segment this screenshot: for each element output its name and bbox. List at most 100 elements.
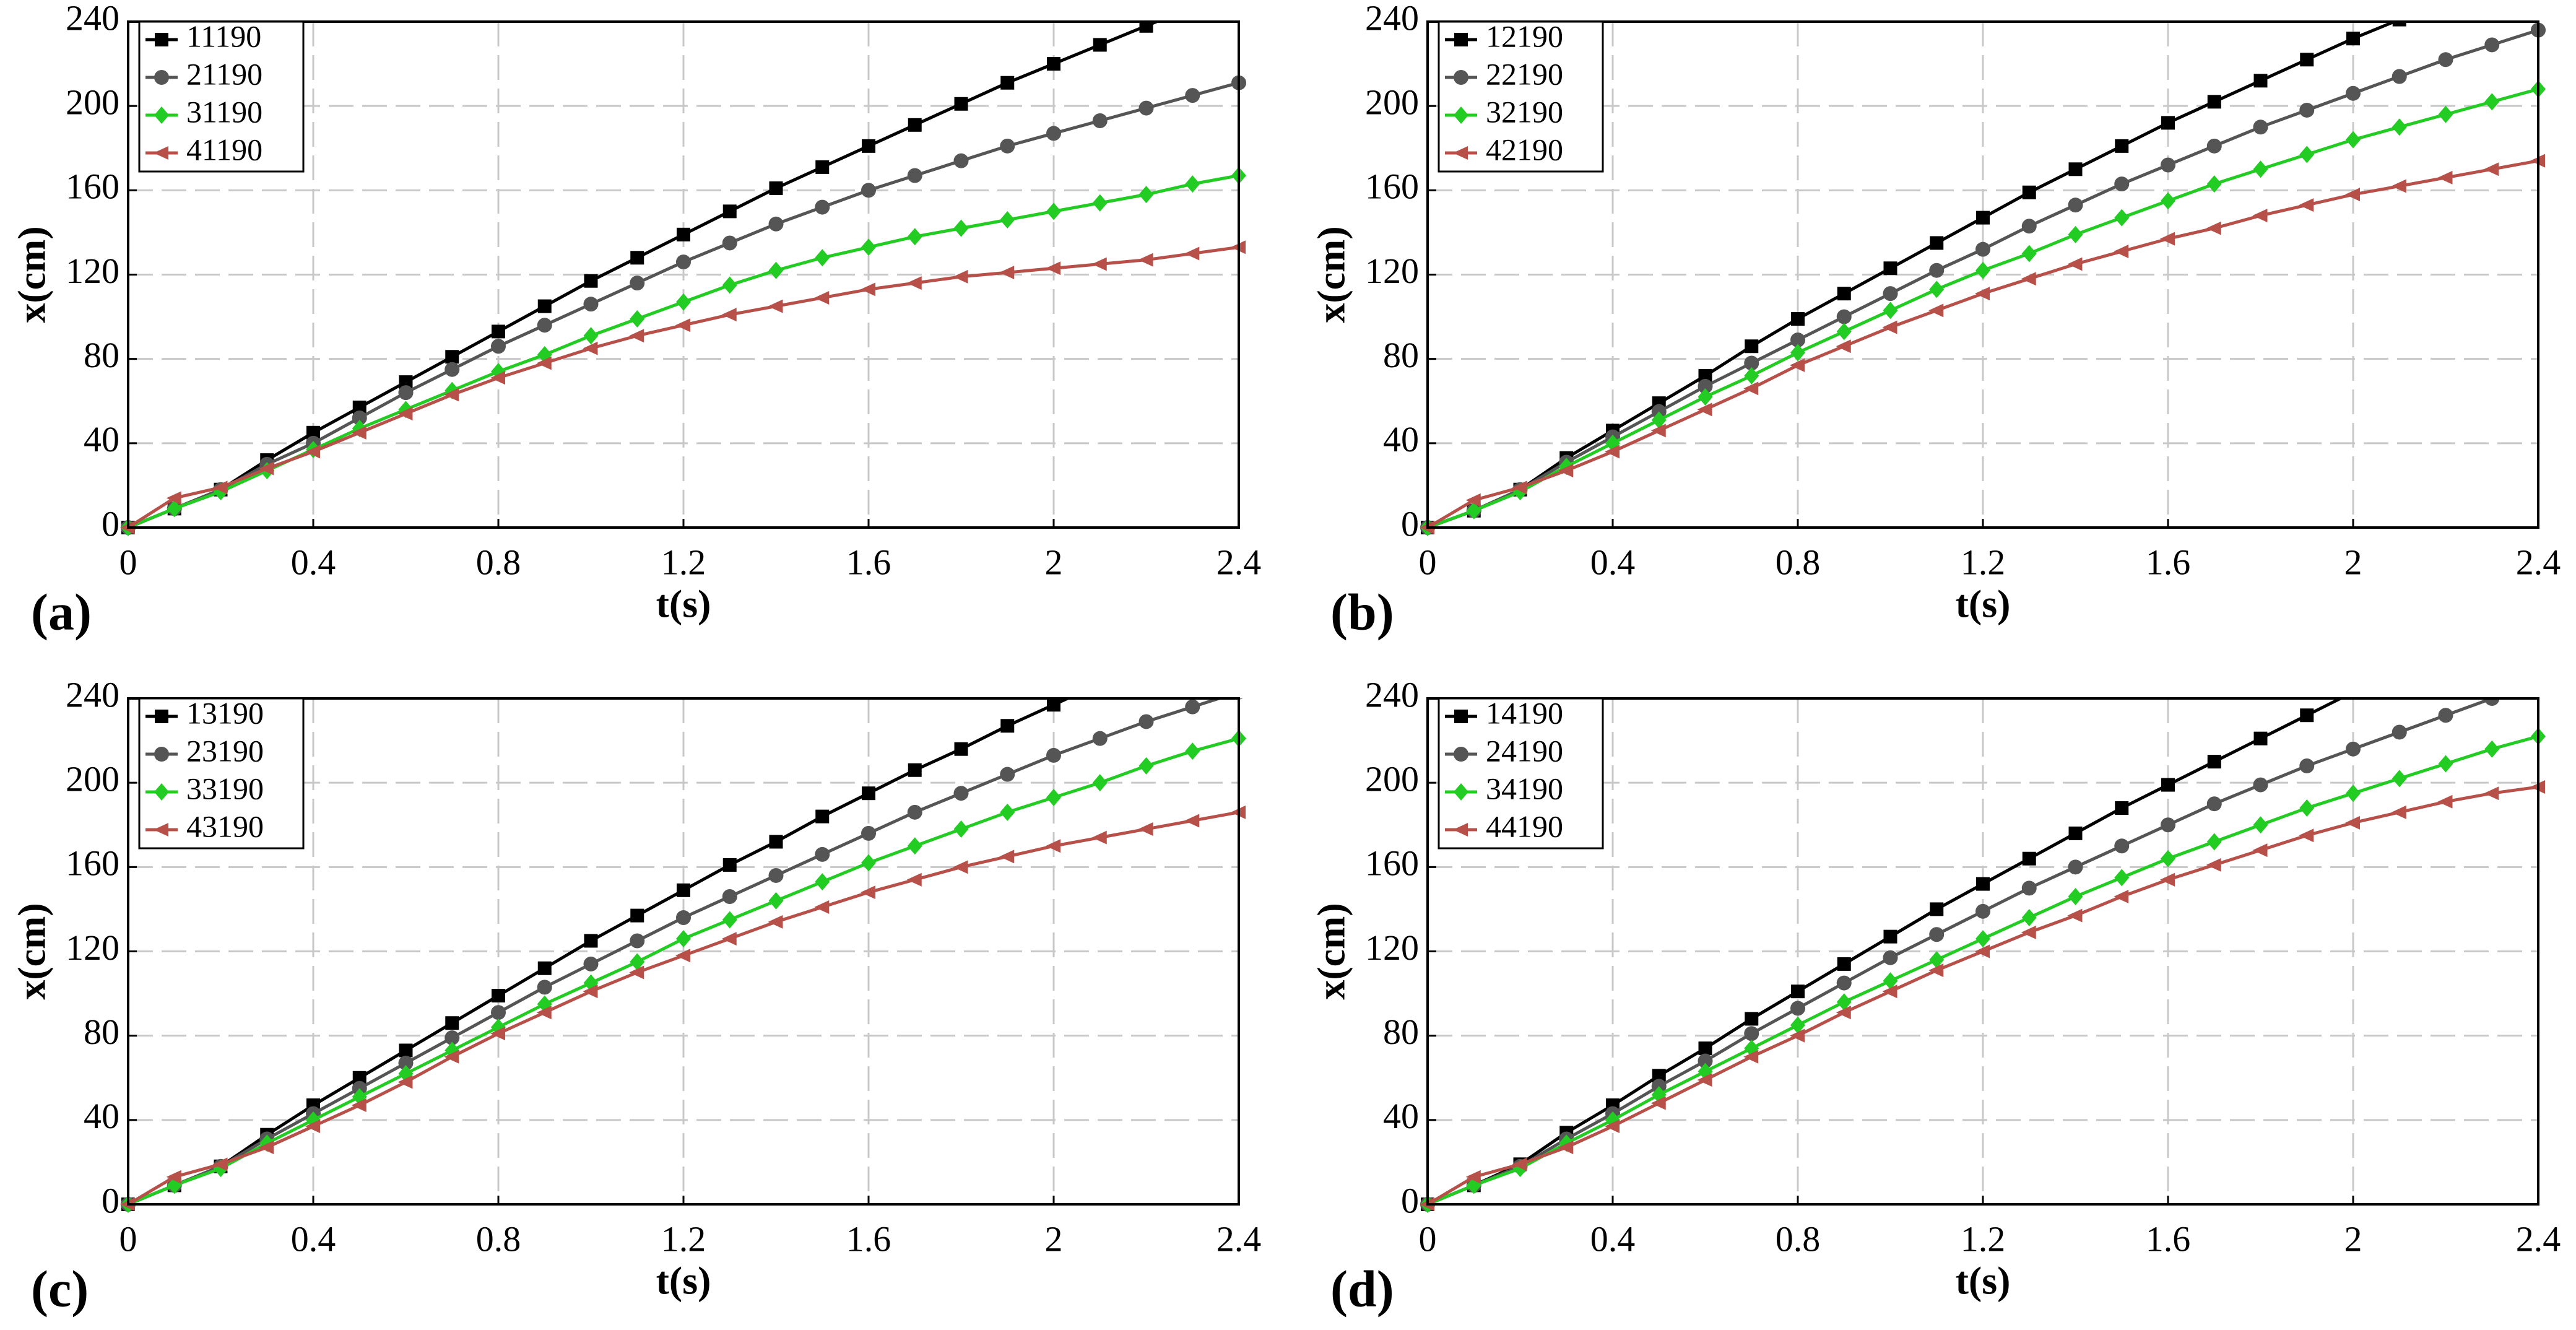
marker: [1698, 368, 1712, 383]
marker: [1883, 929, 1897, 944]
marker: [1184, 814, 1200, 828]
marker: [2114, 245, 2129, 259]
marker: [2161, 778, 2175, 792]
x-tick-label: 2.4: [1216, 1219, 1262, 1259]
x-tick-label: 0.8: [1776, 1219, 1821, 1259]
marker: [2021, 219, 2037, 234]
marker: [2206, 221, 2221, 235]
y-tick-label: 40: [84, 419, 119, 459]
marker: [1091, 257, 1107, 271]
marker: [768, 915, 783, 929]
marker: [1138, 714, 1154, 729]
marker: [1465, 1170, 1481, 1184]
marker: [1698, 378, 1713, 394]
marker: [2345, 188, 2360, 202]
marker: [1790, 1016, 1805, 1034]
y-tick-label: 80: [84, 1012, 119, 1052]
marker: [1046, 261, 1060, 276]
legend-label: 32190: [1486, 94, 1563, 129]
marker: [1138, 100, 1154, 116]
legend-marker: [1453, 146, 1468, 160]
marker: [1836, 323, 1852, 341]
marker: [1883, 972, 1898, 990]
marker: [1745, 1012, 1759, 1026]
x-tick-label: 0.8: [476, 542, 521, 582]
panel: 0 0.4 0.8 1.2 1.6 2 2.4 0 40 80 120 160 200 240 141902…: [1309, 674, 2561, 1318]
marker: [1975, 287, 1990, 301]
marker: [1232, 614, 1246, 627]
marker: [2484, 93, 2500, 111]
marker: [675, 949, 690, 963]
marker: [630, 276, 645, 291]
panel-label: (b): [1330, 583, 1394, 641]
x-tick-label: 2: [1045, 542, 1063, 582]
marker: [1883, 286, 1898, 302]
marker: [907, 837, 922, 855]
marker: [1046, 839, 1060, 853]
marker: [676, 910, 691, 926]
legend-label: 43190: [186, 809, 264, 843]
marker: [1138, 822, 1153, 837]
x-tick-label: 0.8: [476, 1219, 521, 1259]
marker: [2299, 828, 2314, 843]
marker: [444, 388, 459, 402]
marker: [768, 216, 784, 232]
y-tick-label: 240: [66, 0, 119, 38]
y-tick-label: 80: [84, 335, 119, 375]
y-tick-label: 160: [66, 843, 119, 884]
marker: [954, 97, 968, 111]
axes-frame: [1426, 697, 2539, 1206]
marker: [675, 318, 690, 332]
marker: [1650, 1096, 1666, 1110]
marker: [583, 327, 599, 345]
marker: [999, 850, 1015, 864]
marker: [2022, 185, 2036, 199]
marker: [629, 965, 644, 980]
marker: [1092, 731, 1108, 746]
marker: [2439, 0, 2453, 7]
legend-box: [138, 697, 305, 850]
marker: [769, 181, 783, 195]
panel: 0 0.4 0.8 1.2 1.6 2 2.4 0 40 80 120 160 200 240 121902…: [1309, 0, 2561, 641]
marker: [861, 183, 876, 198]
marker: [1184, 246, 1200, 261]
marker: [1836, 975, 1852, 991]
marker: [2437, 794, 2453, 809]
marker: [2114, 889, 2129, 903]
marker: [677, 227, 690, 241]
marker: [2021, 925, 2036, 939]
marker: [1930, 236, 1944, 250]
marker: [583, 341, 598, 355]
marker: [861, 854, 876, 872]
marker: [2206, 833, 2222, 851]
y-axis-label: x(cm): [1309, 903, 1353, 999]
marker: [1466, 502, 1481, 519]
marker: [2484, 162, 2499, 176]
marker: [1186, 0, 1199, 14]
marker: [1883, 950, 1898, 965]
marker: [677, 883, 690, 897]
legend-label: 22190: [1486, 56, 1563, 91]
legend-marker: [1454, 70, 1468, 85]
marker: [1092, 774, 1108, 792]
legend-marker: [154, 747, 169, 762]
legend-box: [1438, 697, 1604, 850]
marker: [2021, 245, 2037, 263]
marker: [815, 160, 830, 174]
marker: [1186, 635, 1199, 648]
marker: [1140, 656, 1153, 669]
marker: [2161, 157, 2175, 173]
y-axis-label: x(cm): [10, 226, 54, 323]
x-axis-label: t(s): [656, 1259, 711, 1303]
marker: [1975, 261, 1990, 279]
panel-label: (a): [31, 583, 92, 641]
y-tick-label: 160: [66, 167, 119, 207]
legend-marker: [1454, 710, 1468, 723]
marker: [1652, 1069, 1666, 1083]
marker: [2114, 838, 2130, 854]
x-tick-label: 0.8: [1776, 542, 1821, 582]
marker: [722, 858, 737, 872]
marker: [814, 290, 830, 305]
marker: [1000, 767, 1015, 782]
